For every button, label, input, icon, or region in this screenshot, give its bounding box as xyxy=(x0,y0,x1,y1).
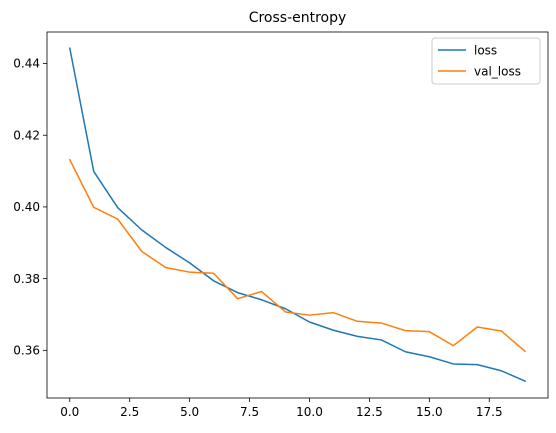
x-tick-label: 10.0 xyxy=(296,405,323,419)
plot-frame xyxy=(46,31,549,399)
y-tick-label: 0.44 xyxy=(13,57,40,71)
x-tick-label: 5.0 xyxy=(180,405,199,419)
legend: loss val_loss xyxy=(431,37,541,85)
x-tick-label: 17.5 xyxy=(476,405,503,419)
series-line-loss xyxy=(69,47,526,382)
x-tick-label: 12.5 xyxy=(356,405,383,419)
chart-title: Cross-entropy xyxy=(249,10,347,26)
series-line-val-loss xyxy=(69,158,526,353)
x-tick-label: 7.5 xyxy=(240,405,259,419)
y-tick-label: 0.38 xyxy=(13,272,40,286)
legend-label-val-loss: val_loss xyxy=(474,65,521,79)
x-tick-label: 2.5 xyxy=(120,405,139,419)
legend-label-loss: loss xyxy=(474,44,497,58)
y-tick-label: 0.40 xyxy=(13,200,40,214)
x-tick-label: 0.0 xyxy=(60,405,79,419)
y-tick-label: 0.42 xyxy=(13,128,40,142)
x-tick-label: 15.0 xyxy=(416,405,443,419)
y-tick-label: 0.36 xyxy=(13,344,40,358)
axes-layer: 0.0 2.5 5.0 7.5 10.0 12.5 15.0 17.5 0.36 0.38 0.40… xyxy=(13,31,549,419)
series-layer xyxy=(69,47,526,382)
